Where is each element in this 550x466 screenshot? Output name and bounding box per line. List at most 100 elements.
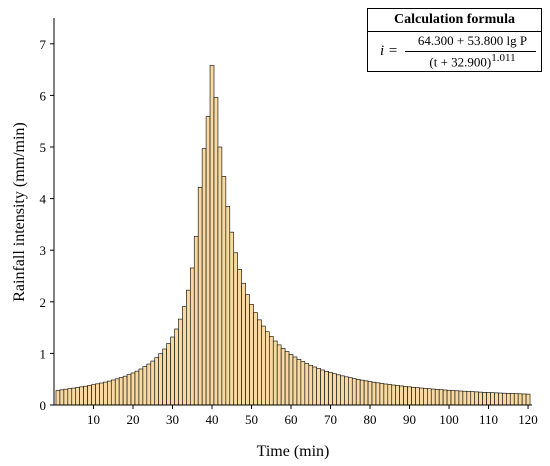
bar-59 [284,351,290,406]
bar-97 [434,389,440,406]
bar-17 [118,377,124,406]
plot-frame [53,18,532,406]
bar-103 [458,390,464,406]
formula-title: Calculation formula [368,9,541,32]
bar-15 [110,379,116,406]
bar-75 [348,377,353,406]
bar-36 [193,235,199,406]
bar-113 [498,392,503,406]
bar-61 [292,356,298,406]
bar-87 [395,385,400,406]
y-tick-label: 7 [40,37,47,52]
x-tick-label: 40 [206,412,219,427]
bar-95 [427,388,432,406]
bar-89 [403,386,408,406]
bar-85 [387,384,393,406]
bar-27 [158,353,163,406]
bar-25 [150,360,156,406]
bar-118 [517,393,523,406]
y-tick-label: 6 [40,88,47,103]
bar-111 [490,392,495,406]
bar-115 [506,393,511,406]
bar-91 [411,386,416,406]
formula-numerator: 64.300 + 53.800 lg P [417,33,528,48]
bar-10 [91,384,96,406]
bar-50 [249,304,254,406]
x-tick-label: 20 [127,412,140,427]
y-tick-label: 2 [40,295,47,310]
bar-96 [430,388,436,406]
bar-80 [367,381,373,406]
bar-6 [75,387,80,406]
x-tick-label: 50 [245,412,258,427]
bar-82 [375,382,381,406]
bar-52 [257,319,262,406]
bar-98 [438,389,444,406]
bar-4 [67,388,73,406]
bar-45 [229,231,235,406]
bar-9 [87,385,92,406]
bar-31 [174,328,179,406]
bar-14 [107,380,112,406]
formula-exponent: 1.011 [491,52,516,64]
bar-92 [415,387,420,406]
bar-44 [225,206,231,406]
bar-57 [276,344,282,406]
x-tick-label: 30 [166,412,179,427]
y-tick-label: 5 [40,140,47,155]
bar-64 [304,363,310,406]
bar-94 [423,388,428,406]
axes [53,18,532,406]
bar-72 [336,374,341,406]
bar-76 [351,378,357,406]
bar-54 [265,331,270,406]
x-tick-label: 10 [87,412,100,427]
bar-51 [253,312,258,406]
y-tick-label: 3 [40,243,47,258]
bar-35 [189,267,195,406]
bar-77 [355,379,361,406]
bar-42 [217,146,223,406]
bar-105 [466,391,472,406]
bar-7 [79,386,84,406]
bar-66 [312,366,318,406]
bar-18 [122,375,128,406]
bar-23 [142,366,148,406]
x-axis-ticks: 10 20 30 40 50 60 70 80 90 100 110 120 [87,405,538,427]
bar-112 [494,392,499,406]
bar-106 [470,391,476,406]
bar-90 [407,386,412,406]
bar-84 [383,383,389,406]
bar-120 [525,393,531,406]
bar-32 [178,318,183,406]
y-tick-label: 1 [40,346,47,361]
bar-83 [379,383,385,406]
formula-denominator-base: (t + 32.900) [429,54,492,70]
bar-34 [186,289,191,406]
y-tick-label: 4 [40,192,47,207]
formula-lhs: i = [380,43,399,59]
bar-47 [237,268,242,406]
bar-29 [166,343,171,406]
bar-48 [241,282,246,406]
bar-41 [213,97,219,406]
bar-62 [296,359,302,406]
bar-81 [371,381,377,406]
y-axis-label: Rainfall intensity (mm/min) [11,122,28,302]
bar-110 [486,392,491,406]
formula-denominator: (t + 32.900)1.011 [405,52,540,70]
bar-107 [474,391,479,406]
x-tick-label: 120 [518,412,538,427]
bar-69 [324,371,329,406]
bar-30 [170,336,175,406]
bar-78 [359,379,365,406]
y-axis-ticks: 0 1 2 3 4 5 6 7 [40,37,54,413]
bar-39 [205,116,211,406]
bar-68 [320,369,325,406]
formula-body: i = 64.300 + 53.800 lg P (t + 32.900)1.0… [368,31,541,72]
bar-8 [83,385,88,406]
x-tick-label: 70 [324,412,337,427]
bar-40 [209,65,215,406]
bar-63 [300,361,306,406]
bar-55 [268,336,274,406]
